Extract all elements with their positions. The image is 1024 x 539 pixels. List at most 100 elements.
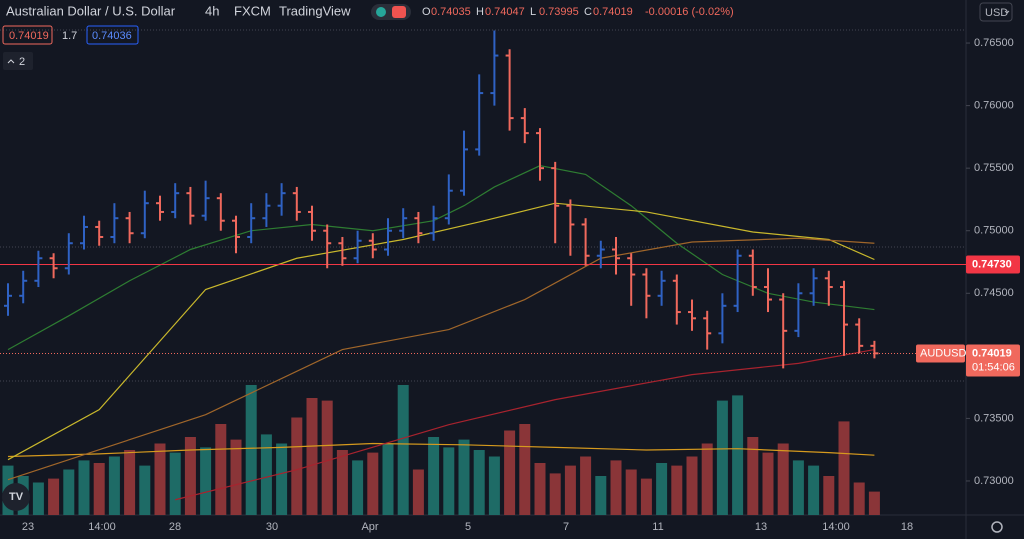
volume-bar bbox=[32, 482, 44, 515]
volume-bar bbox=[169, 452, 181, 515]
y-tick-label: 0.76500 bbox=[974, 37, 1014, 49]
volume-bar bbox=[777, 443, 789, 515]
ohlc-value: 0.74035 bbox=[431, 6, 471, 18]
moving-average bbox=[7, 202, 875, 461]
currency-button[interactable] bbox=[979, 2, 1013, 22]
volume-bar bbox=[154, 443, 166, 515]
settings-icon[interactable] bbox=[991, 521, 1003, 533]
volume-bar bbox=[458, 439, 470, 515]
spread: 1.7 bbox=[62, 30, 77, 42]
price-label: 0.74730 bbox=[972, 258, 1012, 270]
toggle-dot bbox=[376, 7, 386, 17]
volume-bar bbox=[367, 452, 379, 515]
volume-bar bbox=[48, 478, 60, 515]
volume-bar bbox=[534, 463, 546, 515]
volume-bar bbox=[260, 434, 272, 515]
volume-ma bbox=[7, 442, 875, 458]
x-tick-label: 13 bbox=[755, 521, 767, 533]
y-tick-label: 0.73000 bbox=[974, 475, 1014, 487]
volume-bar bbox=[245, 385, 257, 515]
volume-bar bbox=[808, 465, 820, 515]
x-tick-label: 18 bbox=[901, 521, 913, 533]
volume-bar bbox=[215, 424, 227, 515]
y-tick-label: 0.75000 bbox=[974, 225, 1014, 237]
volume-bar bbox=[397, 385, 409, 515]
x-tick-label: 7 bbox=[563, 521, 569, 533]
volume-bar bbox=[792, 460, 804, 515]
x-tick-label: 23 bbox=[22, 521, 34, 533]
price-label-box bbox=[966, 255, 1020, 274]
ohlc-key: L bbox=[530, 6, 536, 18]
x-tick-label: 14:00 bbox=[88, 521, 116, 533]
chevron bbox=[1004, 10, 1010, 14]
volume-bar bbox=[580, 456, 592, 515]
volume-bar bbox=[838, 421, 850, 515]
ohlc-key: C bbox=[584, 6, 592, 18]
x-tick-label: 14:00 bbox=[822, 521, 850, 533]
volume-bar bbox=[200, 447, 212, 515]
x-tick-label: 28 bbox=[169, 521, 181, 533]
volume-bar bbox=[488, 456, 500, 515]
volume-bar bbox=[230, 439, 242, 515]
ohlc-key: H bbox=[476, 6, 484, 18]
x-tick-label: 11 bbox=[652, 521, 663, 533]
bid: 0.74019 bbox=[9, 30, 49, 42]
volume-bar bbox=[78, 460, 90, 515]
y-tick-label: 0.75500 bbox=[974, 162, 1014, 174]
volume-bar bbox=[93, 463, 105, 515]
ohlc-values: O 0.74035 H 0.74047 L 0.73995 C 0.74019 bbox=[422, 6, 633, 18]
ohlc-value: 0.74047 bbox=[485, 6, 525, 18]
indicator-count: 2 bbox=[19, 56, 25, 68]
volume-bar bbox=[656, 463, 668, 515]
volume-bar bbox=[671, 465, 683, 515]
volume-bar bbox=[610, 460, 622, 515]
indicators-button[interactable] bbox=[3, 52, 33, 70]
moving-average bbox=[7, 237, 875, 481]
y-tick-label: 0.73500 bbox=[974, 412, 1014, 424]
symbol-label: AUDUSD bbox=[920, 347, 967, 359]
countdown: 01:54:06 bbox=[972, 361, 1015, 373]
volume-bar bbox=[473, 450, 485, 515]
volume-bar bbox=[63, 469, 75, 515]
volume-bar bbox=[564, 465, 576, 515]
volume-bar bbox=[549, 473, 561, 515]
volume-bar bbox=[336, 450, 348, 515]
change: -0.00016 (-0.02%) bbox=[645, 6, 734, 18]
symbol-box bbox=[916, 344, 965, 363]
interval: 4h bbox=[205, 3, 219, 18]
volume-bar bbox=[640, 478, 652, 515]
volume-bar bbox=[184, 437, 196, 515]
volume-bar bbox=[868, 491, 880, 515]
volume-bar bbox=[747, 437, 759, 515]
ohlc-value: 0.74019 bbox=[593, 6, 633, 18]
x-tick-label: 5 bbox=[465, 521, 471, 533]
volume-bar bbox=[124, 450, 136, 515]
bid-box[interactable] bbox=[2, 25, 53, 45]
logo[interactable] bbox=[2, 483, 30, 511]
volume-bar bbox=[382, 443, 394, 515]
ask: 0.74036 bbox=[92, 30, 132, 42]
brand: TradingView bbox=[279, 3, 351, 18]
volume-bar bbox=[762, 452, 774, 515]
chevron bbox=[7, 59, 15, 64]
last-price-box bbox=[966, 344, 1020, 377]
volume-bar bbox=[428, 437, 440, 515]
volume-bar bbox=[823, 476, 835, 515]
volume-bar bbox=[686, 456, 698, 515]
volume-bar bbox=[732, 395, 744, 515]
volume-bar bbox=[276, 443, 288, 515]
volume-bar bbox=[412, 469, 424, 515]
volume-bar bbox=[716, 400, 728, 515]
y-tick-label: 0.76000 bbox=[974, 100, 1014, 112]
volume-bar bbox=[504, 430, 516, 515]
x-tick-label: 30 bbox=[266, 521, 278, 533]
currency: USD bbox=[985, 7, 1008, 19]
logo-mark: TV bbox=[9, 491, 24, 503]
volume-bar bbox=[443, 447, 455, 515]
volume-bar bbox=[291, 417, 303, 515]
symbol: Australian Dollar / U.S. Dollar bbox=[6, 3, 176, 18]
moving-average bbox=[175, 348, 875, 501]
last-price: 0.74019 bbox=[972, 347, 1012, 359]
ask-box[interactable] bbox=[86, 25, 139, 45]
